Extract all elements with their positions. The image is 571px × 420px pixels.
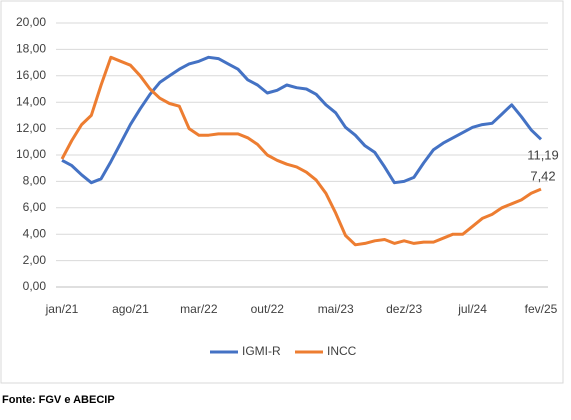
y-tick-label: 4,00 bbox=[23, 226, 47, 240]
source: Fonte: FGV e ABECIP bbox=[2, 394, 115, 406]
legend-label: IGMI-R bbox=[242, 344, 281, 358]
y-tick-label: 2,00 bbox=[23, 253, 47, 267]
y-tick-label: 8,00 bbox=[23, 174, 47, 188]
y-tick-label: 0,00 bbox=[23, 279, 47, 293]
y-tick-label: 14,00 bbox=[16, 94, 46, 108]
line-series bbox=[61, 55, 543, 185]
line-series bbox=[60, 55, 542, 247]
x-tick-label: mar/22 bbox=[180, 302, 218, 316]
x-tick-label: mai/23 bbox=[318, 302, 354, 316]
y-tick-label: 6,00 bbox=[23, 200, 47, 214]
data-label: 11,19 bbox=[527, 148, 559, 163]
y-tick-label: 12,00 bbox=[16, 121, 46, 135]
chart-border bbox=[0, 0, 564, 384]
x-tick-label: jul/24 bbox=[457, 302, 487, 316]
x-tick-label: out/22 bbox=[251, 302, 285, 316]
y-tick-label: 20,00 bbox=[16, 15, 46, 29]
x-tick-label: jan/21 bbox=[45, 302, 79, 316]
legend-label: INCC bbox=[327, 344, 357, 358]
y-tick-label: 18,00 bbox=[16, 42, 46, 56]
data-label: 7,42 bbox=[530, 168, 555, 183]
x-tick-label: ago/21 bbox=[112, 302, 149, 316]
x-tick-label: dez/23 bbox=[386, 302, 422, 316]
x-tick-label: fev/25 bbox=[525, 302, 558, 316]
y-tick-label: 16,00 bbox=[16, 68, 46, 82]
y-tick-label: 10,00 bbox=[16, 147, 46, 161]
